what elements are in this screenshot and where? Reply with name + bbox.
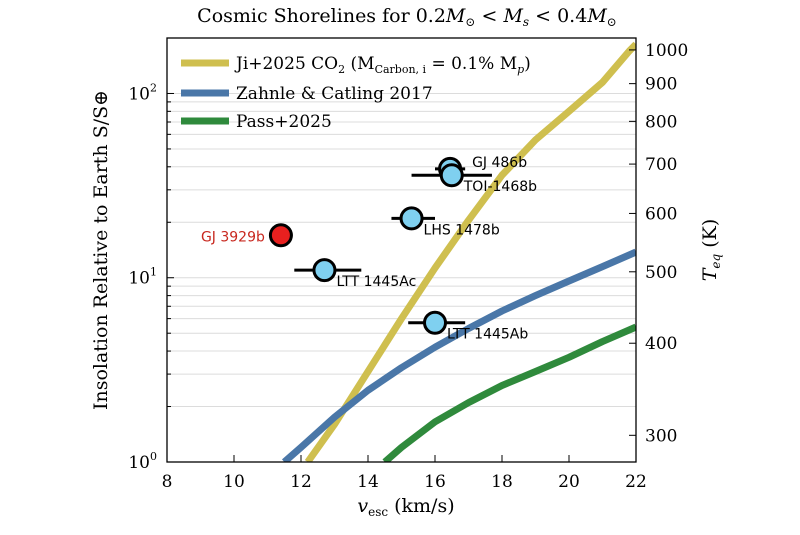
chart-title: Cosmic Shorelines for 0.2M⊙ < Ms < 0.4M⊙ — [197, 5, 617, 29]
y2-tick-label: 800 — [645, 112, 677, 132]
legend-label-pass: Pass+2025 — [236, 112, 332, 132]
planet-label: LTT 1445Ab — [447, 327, 528, 343]
y2-tick-label: 700 — [645, 155, 677, 175]
x-tick-label: 10 — [223, 472, 245, 492]
planet-label: GJ 3929b — [201, 229, 265, 245]
plot-frame — [166, 37, 637, 463]
series-line-2 — [382, 323, 636, 462]
series-line-0 — [304, 41, 636, 462]
series-layer — [281, 41, 636, 462]
planet-label: LTT 1445Ac — [336, 274, 416, 290]
x-tick-label: 22 — [625, 472, 647, 492]
x-tick-label: 18 — [491, 472, 513, 492]
legend: Ji+2025 CO2 (MCarbon, i = 0.1% Mp) Zahnl… — [181, 54, 531, 132]
grid-lines — [167, 37, 636, 463]
planet-label: LHS 1478b — [424, 222, 500, 238]
y2-tick-label: 600 — [645, 204, 677, 224]
legend-label-ji: Ji+2025 CO2 (MCarbon, i = 0.1% Mp) — [234, 54, 531, 76]
tick-layer: 100 101 102 8 10 12 14 16 18 20 22 300 400 500 600 700 8… — [128, 37, 688, 492]
y-axis-label: Insolation Relative to Earth S/S⊕ — [90, 90, 112, 410]
planet-marker — [399, 206, 424, 231]
x-tick-label: 12 — [290, 472, 312, 492]
y2-axis-label: Teq (K) — [699, 219, 723, 282]
x-tick-label: 16 — [424, 472, 446, 492]
planet-marker — [312, 258, 337, 283]
planet-marker — [423, 310, 447, 335]
y2-tick-label: 400 — [645, 334, 677, 354]
x-tick-label: 20 — [558, 472, 580, 492]
x-tick-label: 8 — [162, 472, 173, 492]
y-tick-label: 100 — [128, 450, 157, 473]
x-tick-label: 14 — [357, 472, 379, 492]
y2-tick-label: 300 — [645, 426, 677, 446]
planet-marker — [268, 223, 293, 248]
planet-layer: GJ 3929b LTT 1445Ac LHS 1478b GJ 486b TOI-14… — [201, 155, 537, 343]
y2-tick-label: 500 — [645, 263, 677, 283]
planet-label: GJ 486b — [472, 155, 527, 171]
y-tick-label: 102 — [128, 81, 157, 104]
planet-label: TOI-1468b — [463, 179, 537, 195]
series-line-1 — [281, 248, 636, 462]
y-tick-label: 101 — [128, 266, 157, 289]
legend-label-zahnle: Zahnle & Catling 2017 — [236, 84, 433, 104]
y2-tick-label: 1000 — [645, 41, 688, 61]
y2-tick-label: 900 — [645, 75, 677, 95]
planet-marker — [439, 163, 464, 188]
x-axis-label: vesc (km/s) — [357, 495, 454, 519]
